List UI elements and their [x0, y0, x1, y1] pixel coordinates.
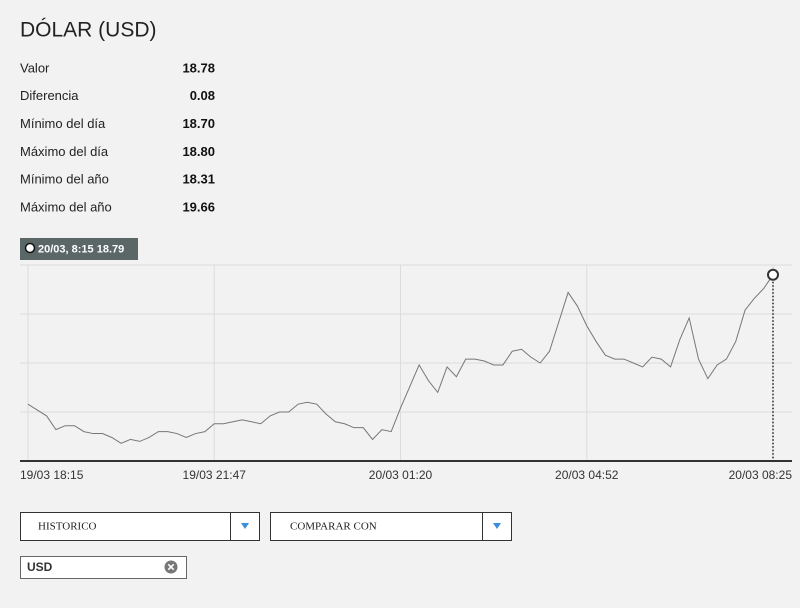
- x-tick-label: 19/03 18:15: [20, 468, 84, 482]
- stat-label: Máximo del año: [20, 199, 112, 214]
- stat-value: 0.08: [190, 88, 215, 103]
- tooltip-dot: [24, 242, 36, 254]
- stat-value: 18.78: [182, 60, 215, 75]
- compare-select[interactable]: [270, 512, 512, 541]
- h-grid: [20, 264, 792, 413]
- stat-value: 18.70: [182, 116, 215, 131]
- stat-label: Diferencia: [20, 88, 79, 103]
- stat-value: 18.31: [182, 172, 215, 187]
- stat-label: Mínimo del día: [20, 116, 106, 131]
- title: DÓLAR (USD): [20, 19, 157, 42]
- x-tick-label: 20/03 01:20: [369, 468, 433, 482]
- tooltip-date: 20/03, 8:15: [38, 243, 94, 255]
- tooltip-text: 20/03, 8:15 18.79: [38, 243, 124, 255]
- tag: [20, 556, 187, 579]
- price-line: [27, 274, 774, 444]
- tooltip-box: [20, 238, 138, 260]
- tag-label: USD: [27, 560, 53, 574]
- dropdown-arrow[interactable]: [241, 523, 249, 529]
- x-tick-label: 19/03 21:47: [183, 468, 247, 482]
- tag-remove-x[interactable]: [167, 563, 175, 571]
- stats: Valor 18.78 Diferencia 0.08 Mínimo del día 18…: [20, 60, 215, 214]
- historic-label: HISTORICO: [38, 521, 97, 533]
- x-tick-label: 20/03 04:52: [555, 468, 619, 482]
- stat-label: Máximo del día: [20, 144, 109, 159]
- stat-label: Mínimo del año: [20, 172, 109, 187]
- dropdown-arrow[interactable]: [493, 523, 501, 529]
- tooltip-value: 18.79: [97, 243, 125, 255]
- stat-value: 18.80: [182, 144, 215, 159]
- historic-select[interactable]: [20, 512, 260, 541]
- stat-label: Valor: [20, 60, 50, 75]
- last-point: [767, 268, 779, 281]
- stat-value: 19.66: [182, 199, 215, 214]
- compare-label: COMPARAR CON: [290, 521, 377, 533]
- x-tick-label: 20/03 08:25: [729, 468, 793, 482]
- chart: 19/03 18:15 19/03 21:47 20/03 01:20 20/03 0…: [20, 265, 792, 482]
